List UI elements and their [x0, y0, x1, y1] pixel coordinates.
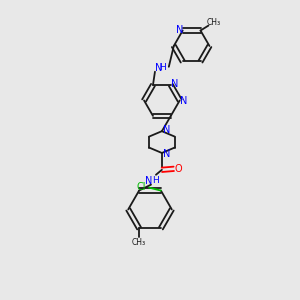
Text: CH₃: CH₃: [132, 238, 146, 247]
Text: N: N: [155, 63, 163, 73]
Text: N: N: [163, 125, 170, 135]
Text: Cl: Cl: [136, 182, 146, 192]
Text: H: H: [153, 176, 159, 185]
Text: N: N: [180, 97, 188, 106]
Text: O: O: [175, 164, 182, 174]
Text: N: N: [163, 149, 170, 159]
Text: H: H: [160, 63, 166, 72]
Text: N: N: [176, 25, 183, 34]
Text: N: N: [171, 79, 178, 89]
Text: CH₃: CH₃: [206, 18, 220, 27]
Text: N: N: [145, 176, 153, 186]
